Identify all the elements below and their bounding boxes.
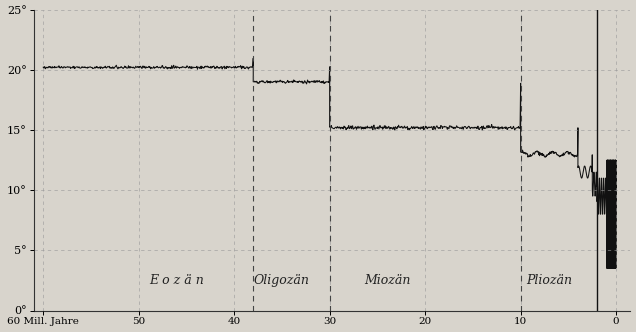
- Text: Miozän: Miozän: [364, 274, 410, 287]
- Text: Oligozän: Oligozän: [254, 274, 310, 287]
- Text: E o z ä n: E o z ä n: [149, 274, 204, 287]
- Text: Pliozän: Pliozän: [526, 274, 572, 287]
